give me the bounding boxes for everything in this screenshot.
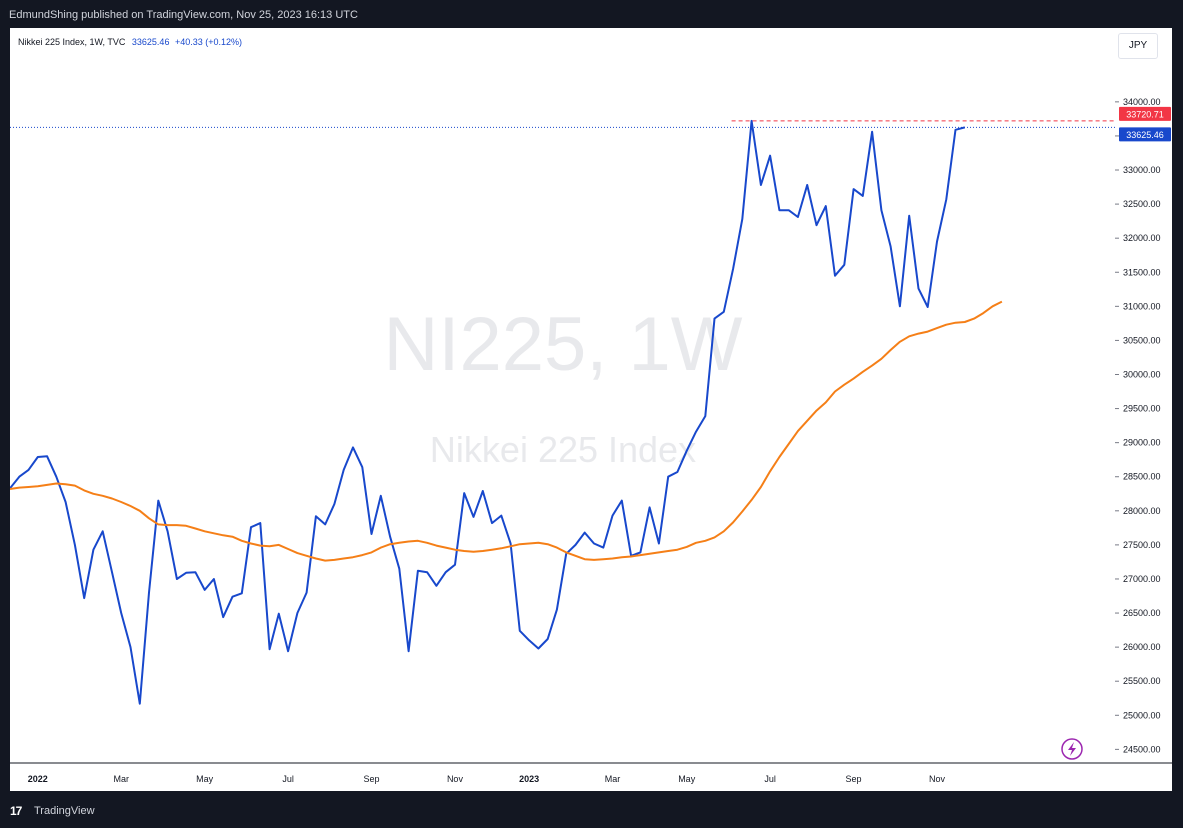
y-tick-label: 28000.00 xyxy=(1123,506,1161,516)
publish-header: EdmundShing published on TradingView.com… xyxy=(0,0,1183,28)
legend-change: +40.33 (+0.12%) xyxy=(174,37,243,47)
last-price-label: 33625.46 xyxy=(1126,130,1164,140)
y-tick-label: 26500.00 xyxy=(1123,608,1161,618)
legend-symbol: Nikkei 225 Index, 1W, TVC xyxy=(18,37,126,47)
y-tick-label: 34000.00 xyxy=(1123,97,1161,107)
watermark-name: Nikkei 225 Index xyxy=(430,429,696,470)
last-price-badge xyxy=(1119,127,1171,142)
y-tick-label: 31000.00 xyxy=(1123,301,1161,311)
x-tick-label: Nov xyxy=(929,774,946,784)
x-tick-label: Mar xyxy=(113,774,129,784)
footer-bar: 17 TradingView xyxy=(0,792,1183,828)
high-price-badge xyxy=(1119,106,1171,121)
footer-brand[interactable]: TradingView xyxy=(34,805,95,817)
y-tick-label: 27500.00 xyxy=(1123,540,1161,550)
x-tick-label: May xyxy=(678,774,696,784)
y-tick-label: 32000.00 xyxy=(1123,233,1161,243)
y-tick-label: 30500.00 xyxy=(1123,335,1161,345)
lightning-circle[interactable] xyxy=(1061,738,1083,760)
y-tick-label: 30000.00 xyxy=(1123,369,1161,379)
y-tick-label: 24500.00 xyxy=(1123,744,1161,754)
y-tick-label: 25000.00 xyxy=(1123,710,1161,720)
x-tick-label: 2022 xyxy=(28,774,48,784)
currency-button[interactable]: JPY xyxy=(1118,33,1158,59)
moving-average-line[interactable] xyxy=(10,300,1003,562)
x-tick-label: Jul xyxy=(282,774,294,784)
x-tick-label: Jul xyxy=(764,774,776,784)
y-tick-label: 29500.00 xyxy=(1123,404,1161,414)
symbol-legend[interactable]: Nikkei 225 Index, 1W, TVC 33625.46 +40.3… xyxy=(18,37,242,47)
y-tick-label: 27000.00 xyxy=(1123,574,1161,584)
y-tick-label: 26000.00 xyxy=(1123,642,1161,652)
tradingview-logo-icon[interactable]: 17 xyxy=(10,804,22,818)
publisher-text: EdmundShing published on TradingView.com… xyxy=(9,9,358,21)
x-tick-label: Sep xyxy=(364,774,380,784)
y-tick-label: 28500.00 xyxy=(1123,472,1161,482)
x-tick-label: 2023 xyxy=(519,774,539,784)
high-price-label: 33720.71 xyxy=(1126,109,1164,119)
x-tick-label: Nov xyxy=(447,774,464,784)
watermark-symbol: NI225, 1W xyxy=(383,302,742,387)
lightning-icon[interactable] xyxy=(1068,742,1076,756)
x-tick-label: May xyxy=(196,774,214,784)
x-tick-label: Sep xyxy=(846,774,862,784)
y-tick-label: 31500.00 xyxy=(1123,267,1161,277)
y-tick-label: 25500.00 xyxy=(1123,676,1161,686)
y-tick-label: 29000.00 xyxy=(1123,438,1161,448)
y-tick-label: 32500.00 xyxy=(1123,199,1161,209)
legend-last-value: 33625.46 xyxy=(131,37,170,47)
price-line[interactable] xyxy=(10,119,966,705)
y-tick-label: 33000.00 xyxy=(1123,165,1161,175)
x-tick-label: Mar xyxy=(605,774,621,784)
